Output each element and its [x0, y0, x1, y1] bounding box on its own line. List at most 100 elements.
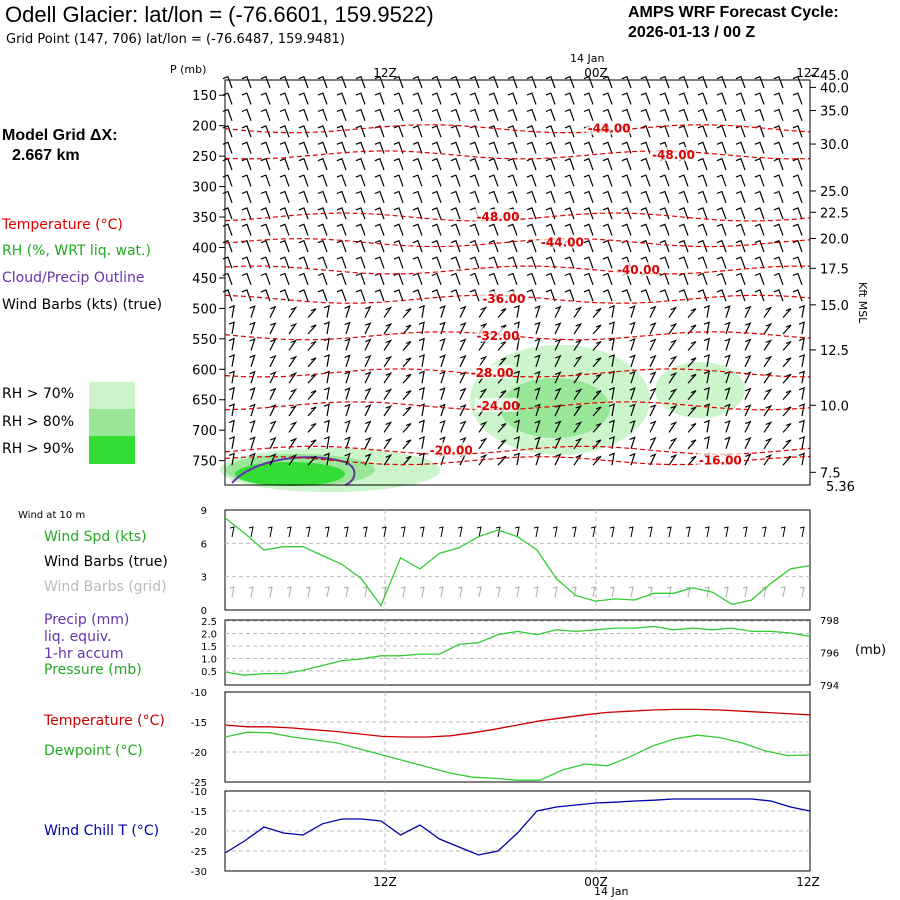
wind-barb: [336, 141, 347, 154]
pressure-panel-right-tick-label: 798: [820, 616, 839, 627]
wind-barb: [583, 174, 594, 187]
wind-barb: [249, 370, 256, 384]
wind-barb: [393, 289, 404, 302]
wind-barb: [288, 437, 298, 450]
wind-barb: [687, 324, 697, 335]
wind-barb: [478, 437, 488, 450]
wind-barb-true: [457, 526, 463, 538]
wind-barb: [323, 321, 330, 335]
wind-barb-grid: [229, 586, 235, 598]
wind-barb: [418, 419, 425, 433]
wind-barb: [697, 272, 708, 286]
wind-barb: [279, 289, 290, 302]
wind-barb: [744, 305, 752, 318]
wind-barb: [798, 354, 805, 367]
contour-label-bg: [480, 291, 525, 306]
wind-barb: [336, 125, 347, 138]
wind-barb: [782, 406, 792, 417]
wind-barb-true: [476, 526, 482, 538]
wind-chill-label: Wind Chill T (°C): [44, 823, 160, 839]
wind-barb: [583, 239, 594, 253]
wind-barb: [608, 403, 615, 417]
wind-barb: [336, 207, 347, 220]
wind-barb: [393, 272, 404, 286]
wind-barb: [534, 354, 541, 367]
wind-barb: [355, 256, 366, 269]
wind-barb: [488, 141, 499, 154]
wind-barb: [659, 256, 670, 269]
wind-barb: [668, 454, 678, 466]
wind-barb: [608, 419, 615, 433]
wind-barb: [621, 75, 632, 89]
wind-barb: [260, 256, 271, 269]
height-tick-label: 25.0: [820, 185, 849, 200]
wind-barb: [668, 437, 678, 450]
wind-barb: [298, 157, 309, 171]
wind-barb: [782, 422, 792, 433]
wind-barb: [526, 157, 537, 171]
wind-barb: [439, 403, 446, 417]
wind-barb: [724, 387, 731, 400]
wind-barb: [249, 354, 256, 367]
wind-barb: [798, 304, 805, 318]
wind-barb: [450, 108, 461, 122]
wind-barb: [564, 223, 575, 236]
wind-barb: [317, 125, 328, 138]
wind-barb: [545, 223, 556, 236]
wind-barb: [716, 223, 727, 236]
wind-barb: [469, 141, 480, 154]
wind-barb: [659, 289, 670, 302]
wind-barb: [222, 75, 233, 89]
wind-barb: [279, 75, 290, 89]
wind-barb: [336, 190, 347, 204]
wind-barb: [469, 289, 480, 302]
wind-barb: [602, 256, 613, 269]
wind-barb: [478, 421, 488, 433]
wind-barb: [564, 157, 575, 171]
wind-barb: [279, 92, 290, 105]
wind-barb-grid: [381, 586, 387, 598]
temperature-contour-label: -48.00: [652, 148, 695, 162]
wind-barb: [374, 239, 385, 253]
wind-barb: [402, 455, 412, 466]
wind-barb: [735, 223, 746, 236]
wind-barb: [450, 157, 461, 171]
wind-barb: [344, 337, 351, 351]
wind-barb: [608, 354, 615, 367]
wind-barb: [602, 141, 613, 154]
wind-barb: [526, 289, 537, 302]
wind-barb: [507, 141, 518, 154]
wind-barb: [621, 289, 632, 302]
wind-barb: [798, 386, 805, 400]
wind-barb: [336, 108, 347, 122]
temperature-contour-label: -16.00: [699, 454, 742, 468]
wind-barb: [450, 272, 461, 286]
wind-barb: [364, 436, 372, 450]
wind-barb: [228, 370, 235, 384]
wind-barb: [450, 256, 461, 269]
wind-barb-grid: [533, 586, 539, 598]
wind-barb: [798, 452, 805, 466]
wind-barb: [608, 304, 615, 318]
wind-barb: [773, 92, 784, 105]
wind-barb: [269, 371, 277, 384]
contour-label-bg: [538, 234, 583, 249]
wind-panel-tick-label: 6: [201, 539, 207, 550]
wind-barb: [649, 371, 657, 384]
wind-barb: [678, 289, 689, 302]
wind-barb: [526, 239, 537, 253]
wind-barb: [621, 190, 632, 204]
contour-label-bg: [474, 397, 519, 412]
wind-barb: [659, 75, 670, 89]
wind-barb: [497, 357, 507, 368]
wind-barb: [583, 157, 594, 171]
legend-rh80-swatch: [89, 409, 135, 436]
wind-barb: [735, 157, 746, 171]
wind-barb: [459, 420, 467, 433]
wind-barb: [608, 386, 615, 400]
wind-barb: [323, 386, 330, 400]
wind-barb: [393, 256, 404, 269]
wind-barb: [402, 373, 412, 384]
height-tick-label: 35.0: [820, 105, 849, 120]
wind-barb: [317, 157, 328, 171]
